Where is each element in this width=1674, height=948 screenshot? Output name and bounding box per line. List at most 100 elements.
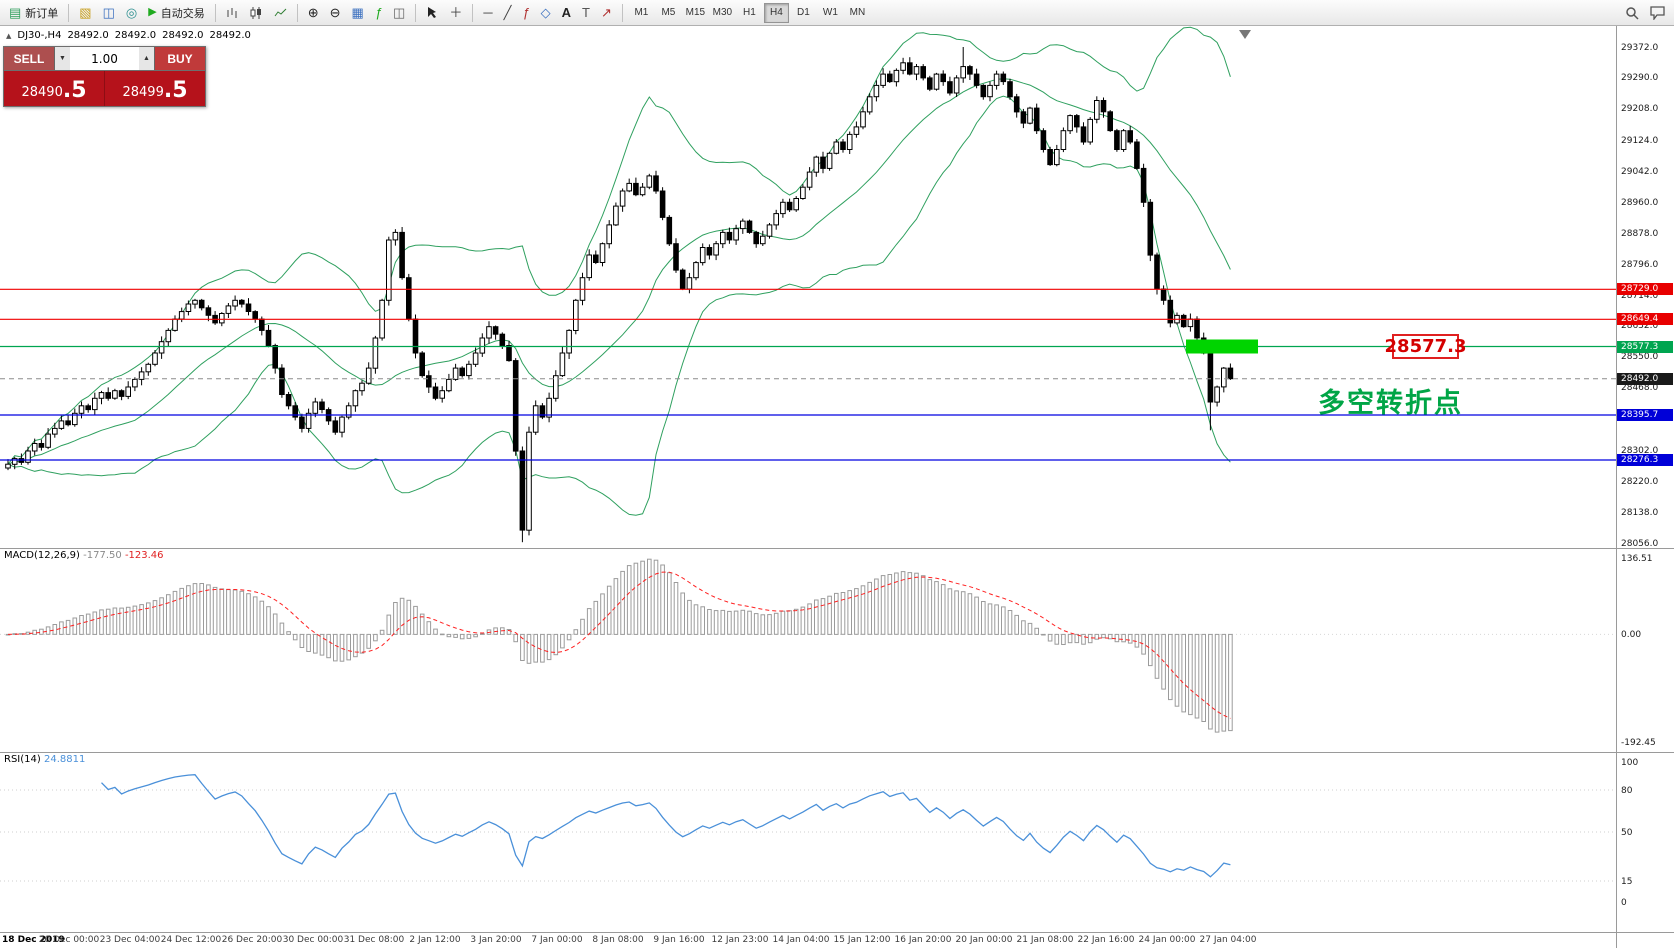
macd-axis-tick: 0.00 — [1621, 629, 1642, 640]
horizontal-line-button[interactable]: ─ — [478, 2, 497, 24]
volume-down-button[interactable]: ▼ — [55, 47, 70, 70]
text-tool-button[interactable]: A — [557, 2, 576, 24]
macd-axis-tick: 136.51 — [1621, 553, 1653, 564]
volume-up-button[interactable]: ▲ — [139, 47, 154, 70]
pane-separator[interactable] — [0, 548, 1674, 549]
pane-separator[interactable] — [0, 752, 1674, 753]
indicators-button[interactable]: ƒ — [370, 2, 387, 24]
time-label: 20 Dec 00:00 — [38, 935, 100, 945]
price-tick: 28714.0 — [1621, 290, 1659, 301]
price-axis-border — [1616, 26, 1617, 948]
profiles-icon: ▧ — [79, 5, 92, 20]
main-chart[interactable] — [0, 26, 1616, 548]
time-label: 7 Jan 00:00 — [531, 935, 583, 945]
zoom-out-button[interactable]: ⊖ — [325, 2, 346, 24]
toolbar-separator — [68, 3, 70, 22]
timeframe-mn[interactable]: MN — [845, 3, 870, 23]
fibonacci-button[interactable]: ƒ — [517, 2, 534, 24]
price-marker: 28729.0 — [1617, 283, 1673, 296]
time-label: 27 Jan 04:00 — [1199, 935, 1257, 945]
rsi-axis-tick: 80 — [1621, 785, 1633, 796]
time-label: 26 Dec 20:00 — [221, 935, 283, 945]
time-label: 24 Jan 00:00 — [1138, 935, 1196, 945]
bar-chart-icon — [227, 7, 237, 18]
navigator-icon: ◎ — [125, 5, 138, 20]
cursor-button[interactable] — [421, 2, 443, 24]
bar-chart-button[interactable] — [221, 2, 244, 24]
rsi-axis-tick: 0 — [1621, 897, 1627, 908]
pane-separator — [0, 932, 1674, 933]
horizontal-line-icon: ─ — [483, 5, 493, 20]
label-tool-button[interactable]: T — [577, 2, 595, 24]
timeframe-m30[interactable]: M30 — [710, 3, 735, 23]
time-label: 31 Dec 08:00 — [343, 935, 405, 945]
macd-title: MACD(12,26,9) — [4, 550, 80, 561]
line-chart-button[interactable] — [269, 2, 292, 24]
sell-price-fraction: .5 — [62, 78, 87, 103]
tile-windows-icon: ◫ — [393, 5, 406, 20]
toolbar-separator — [415, 3, 417, 22]
time-label: 3 Jan 20:00 — [470, 935, 522, 945]
price-marker: 28395.7 — [1617, 409, 1673, 421]
market-watch-icon: ◫ — [102, 5, 115, 20]
price-marker: 28577.3 — [1617, 340, 1673, 353]
rsi-title: RSI(14) — [4, 754, 41, 765]
timeframe-h4[interactable]: H4 — [763, 2, 789, 23]
price-tag-annotation[interactable]: 28577.3 — [1384, 334, 1467, 359]
timeframe-m15[interactable]: M15 — [683, 3, 708, 23]
main-chart-canvas[interactable] — [0, 26, 1616, 548]
price-tick: 28960.0 — [1621, 197, 1659, 208]
price-tick: 29372.0 — [1621, 42, 1659, 53]
shapes-button[interactable]: ◇ — [536, 2, 556, 24]
autotrade-button[interactable]: ▶ 自动交易 — [143, 2, 209, 24]
price-tick: 28220.0 — [1621, 476, 1659, 487]
new-order-button[interactable]: ▤ 新订单 — [4, 2, 63, 24]
macd-axis-tick: -192.45 — [1621, 737, 1656, 748]
zoom-out-icon: ⊖ — [329, 5, 341, 20]
zoom-in-icon: ⊕ — [307, 5, 319, 20]
time-label: 24 Dec 12:00 — [160, 935, 222, 945]
time-label: 21 Jan 08:00 — [1016, 935, 1074, 945]
grid-button[interactable]: ▦ — [347, 2, 369, 24]
price-tick: 29042.0 — [1621, 166, 1659, 177]
chat-button[interactable] — [1645, 2, 1670, 24]
autotrade-label: 自动交易 — [160, 7, 205, 20]
rsi-canvas — [0, 774, 1616, 882]
buy-price-fraction: .5 — [163, 78, 188, 103]
timeframe-w1[interactable]: W1 — [818, 3, 843, 23]
arrow-tool-icon: ↗ — [600, 5, 612, 20]
timeframe-m1[interactable]: M1 — [629, 3, 654, 23]
market-watch-button[interactable]: ◫ — [98, 2, 120, 24]
price-tick: 28550.0 — [1621, 352, 1659, 363]
new-order-label: 新订单 — [25, 7, 59, 20]
time-label: 22 Jan 16:00 — [1077, 935, 1135, 945]
chart-area: 29372.0 29290.0 29208.0 29124.0 29042.0 28960… — [0, 26, 1674, 948]
time-label: 16 Jan 20:00 — [894, 935, 952, 945]
volume-input[interactable] — [70, 47, 139, 70]
toolbar-separator — [214, 3, 216, 22]
trendline-button[interactable]: ╱ — [499, 2, 517, 24]
sell-price-button[interactable]: 28490 .5 — [4, 71, 104, 106]
buy-price-button[interactable]: 28499 .5 — [104, 71, 205, 106]
navigator-button[interactable]: ◎ — [121, 2, 142, 24]
timeframe-d1[interactable]: D1 — [791, 3, 816, 23]
search-button[interactable] — [1620, 2, 1644, 24]
timeframe-h1[interactable]: H1 — [737, 3, 762, 23]
profiles-button[interactable]: ▧ — [74, 2, 96, 24]
rsi-value: 24.8811 — [43, 754, 86, 765]
candlestick-button[interactable] — [245, 2, 268, 24]
buy-button[interactable]: BUY — [155, 47, 205, 70]
timeframe-m5[interactable]: M5 — [656, 3, 681, 23]
timeframe-group: M1 M5 M15 M30 H1 H4 D1 W1 MN — [628, 2, 871, 23]
crosshair-button[interactable]: ＋ — [444, 2, 467, 24]
time-label: 9 Jan 16:00 — [653, 935, 705, 945]
price-tick: 28302.0 — [1621, 445, 1659, 456]
one-click-trading-panel: SELL ▼ ▲ BUY 28490 .5 28499 .5 — [3, 46, 206, 107]
zoom-in-button[interactable]: ⊕ — [303, 2, 324, 24]
arrow-tool-button[interactable]: ↗ — [596, 2, 617, 24]
price-tick: 28468.0 — [1621, 383, 1659, 394]
rsi-axis-tick: 50 — [1621, 827, 1633, 838]
ohlc-close: 28492.0 — [209, 30, 251, 41]
tile-windows-button[interactable]: ◫ — [388, 2, 410, 24]
sell-button[interactable]: SELL — [4, 47, 54, 70]
